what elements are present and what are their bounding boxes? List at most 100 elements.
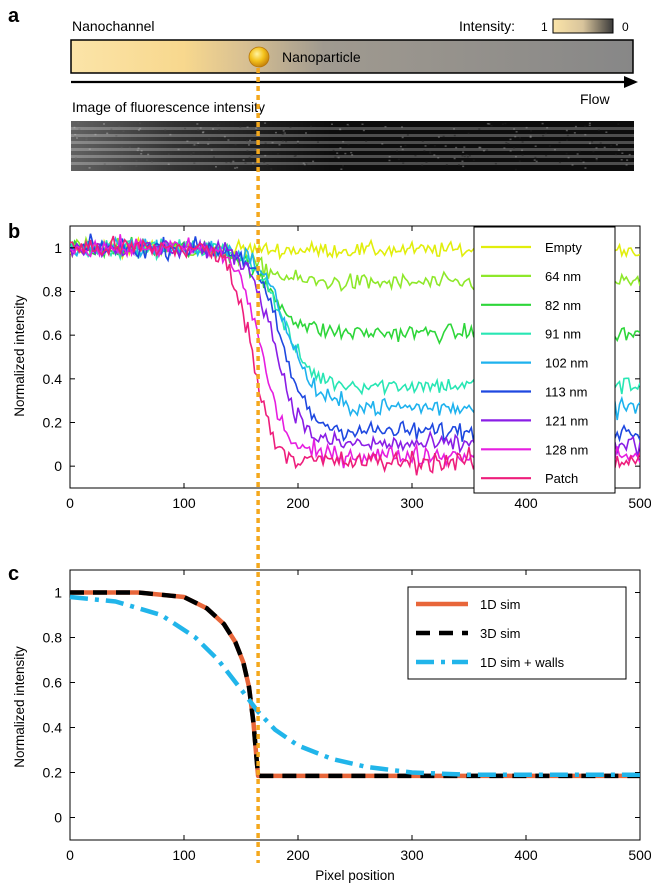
fluorescence-speckle — [437, 156, 440, 159]
panel-b-legend-label: Empty — [545, 240, 582, 255]
fluorescence-speckle — [505, 141, 508, 144]
panel-b-x-tick-label: 0 — [66, 495, 74, 511]
fluorescence-speckle — [541, 122, 544, 125]
panel-c-y-tick-label: 0.2 — [43, 765, 63, 781]
fluorescence-speckle — [519, 137, 522, 139]
panel-b-x-tick-label: 500 — [628, 495, 651, 511]
fluorescence-speckle — [610, 144, 613, 147]
fluorescence-speckle — [592, 150, 595, 153]
fluorescence-speckle — [525, 126, 528, 129]
fluorescence-speckle — [565, 152, 568, 155]
fluorescence-speckle — [347, 124, 350, 127]
panel-c: c Normalized intensity Pixel position 0 1… — [8, 563, 651, 883]
fluorescence-stripe — [71, 127, 634, 130]
panel-c-series-line — [69, 594, 640, 778]
fluorescence-speckle — [576, 153, 579, 155]
fluorescence-speckle — [595, 157, 598, 160]
panel-c-x-tick-label: 500 — [628, 847, 651, 863]
fluorescence-speckle — [628, 153, 631, 156]
panel-b-legend-label: 91 nm — [545, 327, 581, 342]
fluorescence-speckle — [433, 154, 436, 156]
fluorescence-speckle — [350, 151, 353, 154]
fluorescence-speckle — [535, 160, 538, 163]
fluorescence-stripe — [71, 148, 634, 151]
fluorescence-speckle — [514, 135, 517, 138]
fluorescence-speckle — [603, 146, 606, 149]
fluorescence-speckle — [381, 143, 384, 145]
fluorescence-speckle — [425, 161, 428, 163]
fluorescence-speckle — [479, 146, 482, 149]
fluorescence-speckle — [584, 133, 587, 136]
fluorescence-speckle — [467, 132, 470, 135]
fluorescence-speckle — [339, 147, 342, 149]
fluorescence-speckle — [351, 154, 354, 156]
fluorescence-speckle — [573, 132, 576, 134]
panel-b-y-tick-label: 0.4 — [43, 371, 63, 387]
fluorescence-speckle — [605, 131, 608, 133]
panel-b-x-tick-label: 200 — [286, 495, 310, 511]
fluorescence-speckle — [332, 149, 335, 152]
fluorescence-speckle — [340, 168, 343, 170]
fluorescence-speckle — [571, 164, 574, 166]
fluorescence-speckle — [529, 135, 532, 138]
fluorescence-speckle — [339, 128, 342, 131]
fluorescence-speckle — [617, 123, 620, 126]
fluorescence-speckle — [615, 143, 618, 146]
fluorescence-speckle — [515, 131, 518, 133]
panel-c-x-tick-label: 0 — [66, 847, 74, 863]
panel-c-y-tick-label: 0.8 — [43, 630, 63, 646]
fluorescence-speckle — [597, 129, 600, 131]
panel-b-legend-label: Patch — [545, 471, 578, 486]
panel-b-legend-label: 64 nm — [545, 269, 581, 284]
fluorescence-speckle — [330, 123, 333, 126]
fluorescence-speckle — [514, 155, 517, 158]
fluorescence-speckle — [388, 155, 391, 158]
panel-c-plot: 0 100 200 300 400 500 0 0.2 0.4 0.6 0.8 1 1D sim 3D … — [43, 569, 651, 863]
fluorescence-speckle — [472, 159, 475, 161]
panel-b-y-axis-label: Normalized intensity — [12, 295, 27, 417]
intensity-colorbar — [552, 18, 614, 34]
fluorescence-speckle — [521, 141, 524, 143]
fluorescence-speckle — [401, 136, 404, 139]
fluorescence-speckle — [395, 150, 398, 152]
fluorescence-speckle — [625, 164, 628, 166]
panel-b-y-tick-label: 0 — [54, 458, 62, 474]
fluorescence-speckle — [509, 138, 512, 141]
panel-b-legend: Empty 64 nm 82 nm 91 nm 102 nm 113 nm 121 nm 12… — [473, 226, 616, 494]
fluorescence-speckle — [513, 128, 516, 130]
panel-c-y-tick-label: 0 — [54, 810, 62, 826]
fluorescence-speckle — [344, 152, 347, 155]
fluorescence-speckle — [433, 144, 436, 147]
fluorescence-speckle — [429, 152, 432, 154]
fluorescence-speckle — [548, 145, 551, 147]
fluorescence-speckle — [588, 142, 591, 145]
fluorescence-speckle — [488, 123, 491, 125]
fluorescence-speckle — [404, 144, 407, 147]
fluorescence-stripe — [71, 141, 634, 144]
panel-b-y-tick-label: 1 — [54, 240, 62, 256]
fluorescence-speckle — [617, 149, 620, 151]
fluorescence-speckle — [494, 162, 497, 165]
panel-c-x-tick-label: 200 — [286, 847, 310, 863]
fluorescence-speckle — [414, 154, 417, 157]
flow-label: Flow — [580, 91, 610, 107]
fluorescence-speckle — [453, 134, 456, 137]
fluorescence-speckle — [429, 151, 432, 153]
fluorescence-speckle — [595, 147, 598, 149]
fluorescence-speckle — [546, 127, 549, 129]
fluorescence-speckle — [462, 151, 465, 153]
fluorescence-speckle — [337, 156, 340, 159]
fluorescence-speckle — [588, 124, 591, 127]
panel-c-legend-label: 3D sim — [480, 626, 520, 641]
panel-c-y-tick-label: 0.6 — [43, 675, 63, 691]
panel-b-legend-label: 82 nm — [545, 298, 581, 313]
fluorescence-speckle — [401, 148, 404, 151]
fluorescence-speckle — [399, 145, 402, 148]
fluorescence-speckle — [400, 126, 403, 128]
panel-c-y-tick-label: 1 — [54, 585, 62, 601]
fluorescence-speckle — [336, 152, 339, 154]
panel-c-x-axis-label: Pixel position — [315, 868, 395, 883]
panel-b-y-tick-label: 0.8 — [43, 284, 63, 300]
fluorescence-speckle — [553, 148, 556, 151]
